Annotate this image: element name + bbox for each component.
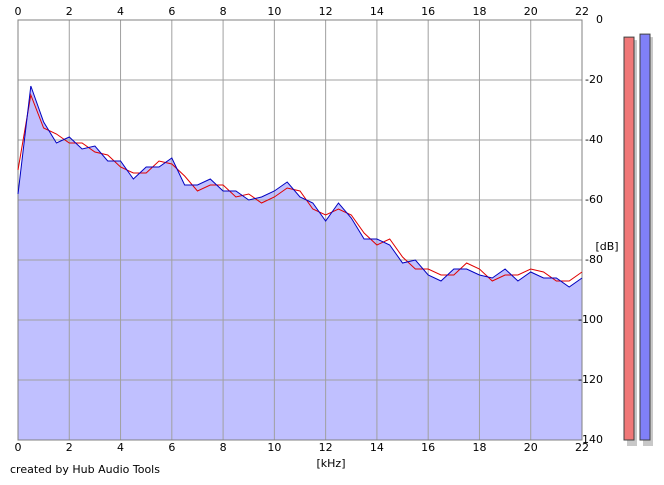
x-tick-label-top: 0 (15, 5, 22, 18)
y-tick-label: 0 (596, 13, 603, 26)
x-tick-label-bottom: 20 (524, 441, 538, 454)
y-axis-label: [dB] (595, 240, 618, 253)
x-tick-label-bottom: 0 (15, 441, 22, 454)
x-tick-label-top: 8 (220, 5, 227, 18)
y-tick-label: -80 (585, 253, 603, 266)
y-tick-label: -140 (578, 433, 603, 446)
x-tick-label-top: 22 (575, 5, 589, 18)
x-tick-label-bottom: 8 (220, 441, 227, 454)
x-tick-label-top: 12 (319, 5, 333, 18)
y-tick-label: -120 (578, 373, 603, 386)
x-tick-label-bottom: 2 (66, 441, 73, 454)
x-tick-label-top: 16 (421, 5, 435, 18)
x-tick-label-bottom: 12 (319, 441, 333, 454)
x-tick-label-bottom: 10 (267, 441, 281, 454)
plot-frame (17, 19, 583, 441)
y-tick-label: -20 (585, 73, 603, 86)
x-tick-label-top: 10 (267, 5, 281, 18)
x-tick-label-top: 6 (168, 5, 175, 18)
x-tick-label-bottom: 16 (421, 441, 435, 454)
x-tick-label-bottom: 4 (117, 441, 124, 454)
x-tick-label-top: 2 (66, 5, 73, 18)
spectrum-area (18, 86, 582, 440)
y-tick-label: -40 (585, 133, 603, 146)
x-tick-label-top: 18 (472, 5, 486, 18)
x-tick-label-bottom: 22 (575, 441, 589, 454)
level-meter (623, 36, 635, 441)
x-tick-label-bottom: 14 (370, 441, 384, 454)
x-tick-label-top: 4 (117, 5, 124, 18)
x-tick-label-top: 20 (524, 5, 538, 18)
x-tick-label-top: 14 (370, 5, 384, 18)
y-tick-label: -60 (585, 193, 603, 206)
y-tick-label: -100 (578, 313, 603, 326)
level-meter (639, 33, 651, 441)
footer: created by Hub Audio Tools (10, 463, 160, 476)
x-axis-label: [kHz] (317, 457, 346, 470)
x-tick-label-bottom: 18 (472, 441, 486, 454)
x-tick-label-bottom: 6 (168, 441, 175, 454)
spectrum-line (17, 85, 583, 288)
